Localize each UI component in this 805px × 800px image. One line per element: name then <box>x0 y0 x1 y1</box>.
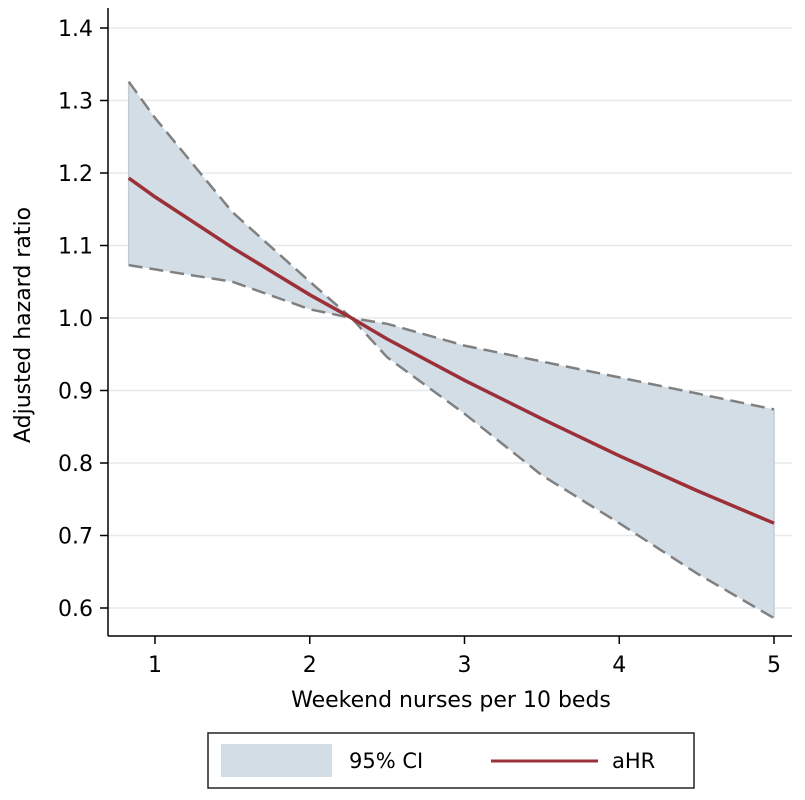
legend-label-ci: 95% CI <box>349 749 423 773</box>
ci-band <box>127 80 775 620</box>
x-tick-labels: 1 2 3 4 5 <box>148 653 781 678</box>
ci-band-area <box>128 81 774 619</box>
x-tick-label-3: 4 <box>612 653 626 678</box>
y-tick-label-3: 0.9 <box>58 380 93 405</box>
y-tick-label-8: 1.4 <box>58 17 93 42</box>
y-tick-label-7: 1.3 <box>58 90 93 115</box>
ci-upper-line <box>127 80 775 411</box>
y-tick-label-2: 0.8 <box>58 452 93 477</box>
series-lines <box>127 176 775 525</box>
y-tick-label-0: 0.6 <box>58 597 93 622</box>
y-tick-labels: 0.6 0.7 0.8 0.9 1.0 1.1 1.2 1.3 1.4 <box>58 17 93 622</box>
x-tick-label-1: 2 <box>303 653 317 678</box>
legend: 95% CI aHR <box>207 732 695 789</box>
legend-label-ahr: aHR <box>612 749 655 773</box>
ahr-line <box>127 176 775 525</box>
ci-lower-line <box>128 263 775 620</box>
legend-ci-swatch <box>221 744 332 777</box>
axes <box>100 8 792 644</box>
y-tick-label-5: 1.1 <box>58 235 93 260</box>
x-axis-title: Weekend nurses per 10 beds <box>291 688 611 713</box>
y-tick-label-6: 1.2 <box>58 162 93 187</box>
y-tick-label-4: 1.0 <box>58 307 93 332</box>
x-tick-label-4: 5 <box>767 653 781 678</box>
y-axis-title: Adjusted hazard ratio <box>11 207 36 443</box>
y-tick-label-1: 0.7 <box>58 525 93 550</box>
x-tick-label-2: 3 <box>458 653 472 678</box>
x-tick-label-0: 1 <box>148 653 162 678</box>
